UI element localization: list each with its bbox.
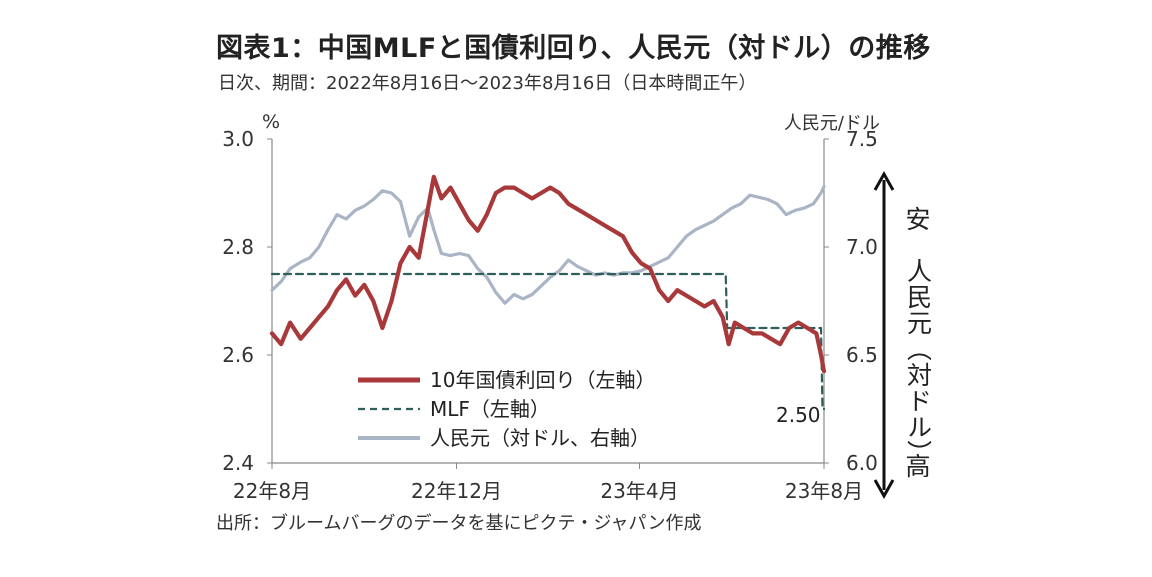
series-line-2 <box>270 184 826 305</box>
left-tick-label: 2.4 <box>222 451 254 475</box>
left-tick-label: 2.8 <box>222 235 254 259</box>
x-tick-label: 22年12月 <box>411 479 502 503</box>
source-note: 出所：ブルームバーグのデータを基にピクテ・ジャパン作成 <box>216 513 702 534</box>
note-bottom: 高 <box>905 452 930 481</box>
left-axis-unit: % <box>262 111 280 133</box>
left-tick-label: 2.6 <box>222 343 254 367</box>
chart-title: 図表1：中国MLFと国債利回り、人民元（対ドル）の推移 <box>216 33 931 64</box>
right-tick-label: 7.5 <box>846 127 878 151</box>
right-tick-label: 7.0 <box>846 235 878 259</box>
chart-legend: 10年国債利回り（左軸） MLF（左軸） 人民元（対ドル、右軸） <box>358 368 655 450</box>
x-tick-label: 22年8月 <box>233 479 311 503</box>
note-top: 安 <box>905 205 930 234</box>
legend-label: 10年国債利回り（左軸） <box>430 368 655 392</box>
chart-subtitle: 日次、期間：2022年8月16日～2023年8月16日（日本時間正午） <box>218 73 757 94</box>
note-middle: 人民元（対ドル） <box>904 258 933 466</box>
direction-arrow-up <box>873 170 895 191</box>
series-line-0 <box>269 174 827 374</box>
direction-arrow-down <box>873 479 895 500</box>
right-tick-label: 6.0 <box>846 451 878 475</box>
x-tick-label: 23年4月 <box>600 479 678 503</box>
right-axis-unit: 人民元/ドル <box>784 113 880 134</box>
series-line-1 <box>270 272 826 411</box>
legend-label: MLF（左軸） <box>430 397 550 421</box>
mlf-end-label: 2.50 <box>776 403 821 427</box>
chart-axes: 2.4 2.6 2.8 3.0 6.0 6.5 7.0 7.5% 人民元/ドル 22年8月 22年1… <box>222 111 880 503</box>
left-tick-label: 3.0 <box>222 127 254 151</box>
x-tick-label: 23年8月 <box>785 479 863 503</box>
legend-label: 人民元（対ドル、右軸） <box>430 426 650 450</box>
right-tick-label: 6.5 <box>846 343 878 367</box>
series-layer <box>269 174 827 411</box>
